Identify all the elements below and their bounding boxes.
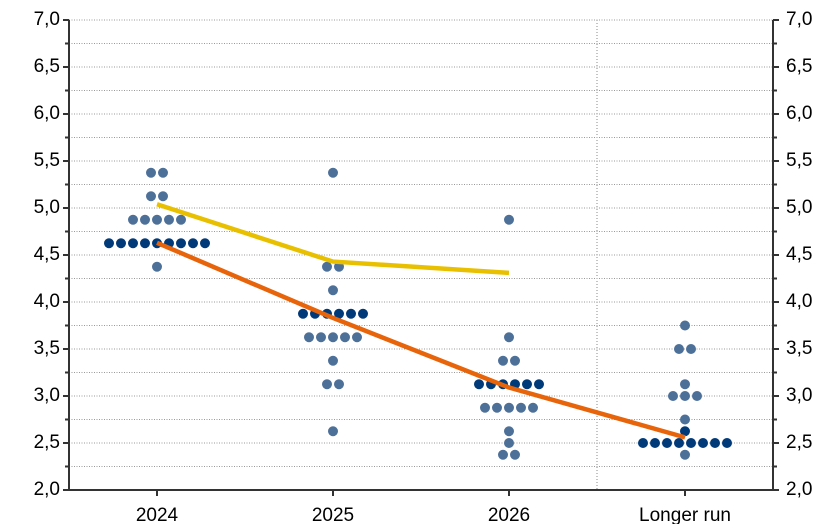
dot bbox=[698, 438, 708, 448]
y-tick-label: 2,5 bbox=[34, 432, 60, 453]
dot bbox=[680, 379, 690, 390]
dot bbox=[504, 214, 514, 225]
dot bbox=[152, 261, 162, 272]
dot bbox=[334, 308, 344, 319]
y-tick-label: 4,5 bbox=[34, 244, 60, 265]
y2-tick-label: 6,5 bbox=[786, 56, 812, 77]
dot bbox=[188, 238, 198, 249]
y-tick-label: 5,5 bbox=[34, 150, 60, 171]
x-tick-label: 2026 bbox=[488, 505, 530, 524]
dot bbox=[328, 355, 338, 366]
x-tick-label: 2024 bbox=[136, 505, 179, 524]
dot bbox=[316, 332, 326, 343]
y2-tick-label: 3,5 bbox=[786, 338, 812, 359]
dot bbox=[504, 402, 514, 413]
dot bbox=[164, 214, 174, 225]
y2-tick-label: 4,0 bbox=[786, 291, 812, 312]
dot bbox=[340, 332, 350, 343]
dot bbox=[200, 238, 210, 249]
dot bbox=[152, 214, 162, 225]
y-tick-label: 5,0 bbox=[34, 197, 60, 218]
dot bbox=[304, 332, 314, 343]
dot bbox=[328, 285, 338, 296]
dot bbox=[146, 167, 156, 178]
y2-tick-label: 2,5 bbox=[786, 432, 812, 453]
dot bbox=[158, 167, 168, 178]
y2-tick-label: 2,0 bbox=[786, 479, 812, 500]
dot bbox=[146, 191, 156, 202]
dot bbox=[328, 167, 338, 178]
dot bbox=[722, 438, 732, 448]
y2-tick-label: 4,5 bbox=[786, 244, 812, 265]
dot bbox=[692, 391, 702, 401]
dot bbox=[158, 191, 168, 202]
dot bbox=[474, 379, 484, 390]
dot bbox=[504, 438, 514, 448]
y-tick-label: 3,0 bbox=[34, 385, 60, 406]
dot bbox=[128, 214, 138, 225]
y-tick-label: 6,5 bbox=[34, 56, 60, 77]
dot bbox=[710, 438, 720, 448]
dot bbox=[522, 379, 532, 390]
dot bbox=[686, 344, 696, 354]
dot bbox=[104, 238, 114, 249]
dot bbox=[680, 391, 690, 401]
dot bbox=[528, 402, 538, 413]
y-tick-label: 4,0 bbox=[34, 291, 60, 312]
y-tick-label: 3,5 bbox=[34, 338, 60, 359]
dot bbox=[680, 414, 690, 425]
dot bbox=[680, 320, 690, 331]
dot bbox=[498, 355, 508, 366]
dot bbox=[638, 438, 648, 448]
y2-tick-label: 6,0 bbox=[786, 103, 812, 124]
dot bbox=[516, 402, 526, 413]
dot bbox=[140, 214, 150, 225]
dot bbox=[510, 355, 520, 366]
dot bbox=[176, 238, 186, 249]
dot bbox=[504, 332, 514, 343]
dot bbox=[674, 438, 684, 448]
dot bbox=[346, 308, 356, 319]
dot bbox=[650, 438, 660, 448]
dot bbox=[480, 402, 490, 413]
x-tick-label: 2025 bbox=[312, 505, 354, 524]
dot bbox=[328, 332, 338, 343]
median-line bbox=[156, 240, 686, 440]
dot bbox=[680, 426, 690, 437]
dot bbox=[662, 438, 672, 448]
dot bbox=[674, 344, 684, 354]
dot bbox=[298, 308, 308, 319]
y2-tick-label: 7,0 bbox=[786, 9, 812, 30]
y2-tick-label: 5,5 bbox=[786, 150, 812, 171]
dot bbox=[176, 214, 186, 225]
dot bbox=[498, 449, 508, 460]
dot bbox=[668, 391, 678, 401]
dot bbox=[534, 379, 544, 390]
dot bbox=[492, 402, 502, 413]
y-tick-label: 7,0 bbox=[34, 9, 60, 30]
dot bbox=[116, 238, 126, 249]
y2-tick-label: 5,0 bbox=[786, 197, 812, 218]
dot bbox=[358, 308, 368, 319]
dot bbox=[510, 449, 520, 460]
x-tick-label: Longer run bbox=[639, 505, 731, 524]
dot bbox=[504, 426, 514, 437]
dot bbox=[128, 238, 138, 249]
dot bbox=[686, 438, 696, 448]
dot bbox=[140, 238, 150, 249]
dot bbox=[322, 379, 332, 390]
dot bbox=[334, 379, 344, 390]
median-line bbox=[156, 202, 510, 276]
y-tick-label: 2,0 bbox=[34, 479, 60, 500]
dot bbox=[322, 261, 332, 272]
y-tick-label: 6,0 bbox=[34, 103, 60, 124]
dot bbox=[328, 426, 338, 437]
dot bbox=[352, 332, 362, 343]
y2-tick-label: 3,0 bbox=[786, 385, 812, 406]
dot bbox=[680, 449, 690, 460]
